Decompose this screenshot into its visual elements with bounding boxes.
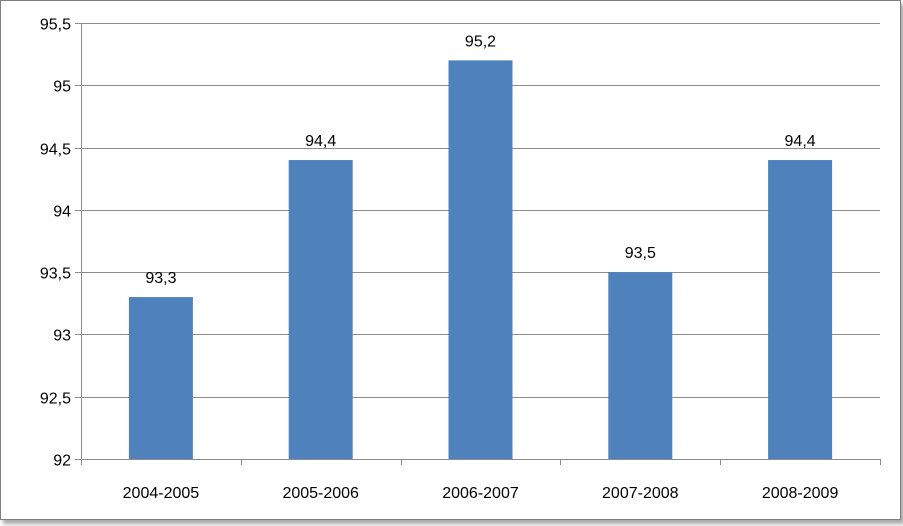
data-label: 95,2 bbox=[465, 33, 496, 50]
y-tick-label: 95,5 bbox=[40, 17, 71, 34]
y-tick-label: 94,5 bbox=[40, 142, 71, 159]
y-tick-label: 94 bbox=[53, 204, 71, 221]
y-tick-label: 93,5 bbox=[40, 266, 71, 283]
x-tick-label: 2007-2008 bbox=[602, 485, 679, 502]
y-tick-label: 93 bbox=[53, 328, 71, 345]
bar-2008-2009 bbox=[768, 160, 833, 459]
bar-2005-2006 bbox=[288, 160, 353, 459]
bar-2004-2005 bbox=[128, 297, 193, 459]
x-tick-label: 2006-2007 bbox=[442, 485, 519, 502]
y-tick-label: 95 bbox=[53, 79, 71, 96]
data-label: 94,4 bbox=[785, 133, 816, 150]
y-tick-label: 92,5 bbox=[40, 391, 71, 408]
x-tick-label: 2008-2009 bbox=[762, 485, 839, 502]
axes bbox=[81, 23, 881, 465]
bar-2007-2008 bbox=[608, 272, 673, 459]
y-tick-label: 92 bbox=[53, 453, 71, 470]
x-tick-label: 2005-2006 bbox=[282, 485, 359, 502]
data-label: 94,4 bbox=[305, 133, 336, 150]
y-tick-labels: 92 92,5 93 93,5 94 94,5 95 95,5 bbox=[40, 17, 71, 470]
bars bbox=[128, 60, 833, 459]
data-label: 93,3 bbox=[145, 270, 176, 287]
data-labels: 93,3 94,4 95,2 93,5 94,4 bbox=[145, 33, 815, 287]
x-tick-label: 2004-2005 bbox=[123, 485, 200, 502]
x-tick-labels: 2004-2005 2005-2006 2006-2007 2007-2008 2008… bbox=[123, 485, 839, 502]
bar-2006-2007 bbox=[448, 60, 513, 459]
data-label: 93,5 bbox=[625, 245, 656, 262]
